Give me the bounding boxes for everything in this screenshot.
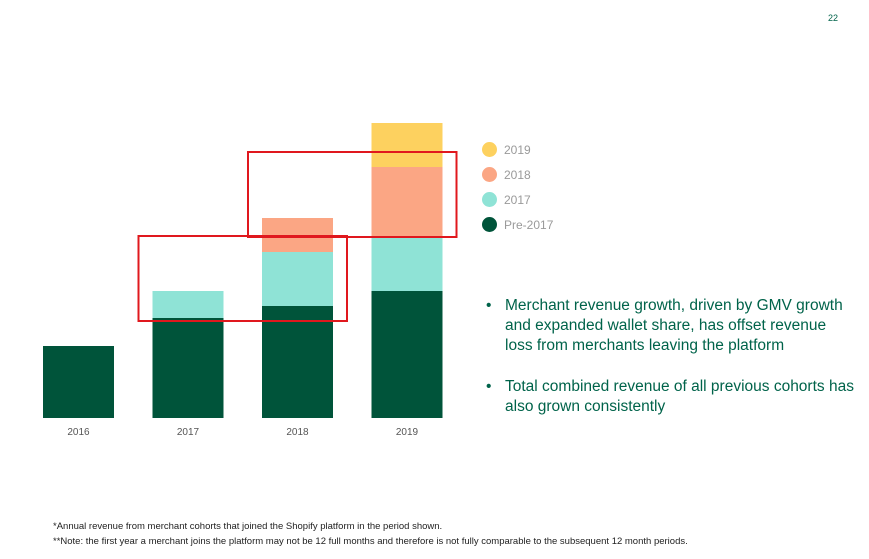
bar-2017-pre-2017 bbox=[152, 318, 224, 418]
footnote-annual-revenue: *Annual revenue from merchant cohorts th… bbox=[53, 521, 443, 532]
chart-legend: 2019 2018 2017 Pre-2017 bbox=[482, 137, 553, 237]
bar-2018-pre-2017 bbox=[262, 306, 333, 418]
bar-2019-pre-2017 bbox=[371, 291, 443, 418]
bar-2018-2017 bbox=[262, 252, 333, 306]
page-number: 22 bbox=[827, 13, 838, 23]
bar-2019-2018 bbox=[371, 167, 443, 238]
x-tick-label-2016: 2016 bbox=[67, 427, 90, 438]
key-points-list: Merchant revenue growth, driven by GMV g… bbox=[484, 296, 856, 438]
bar-2016-pre-2017 bbox=[43, 346, 114, 418]
footnotes: *Annual revenue from merchant cohorts th… bbox=[53, 519, 688, 549]
legend-item-2019: 2019 bbox=[482, 137, 553, 162]
legend-dot-pre-2017 bbox=[482, 217, 497, 232]
key-point-merchant-growth: Merchant revenue growth, driven by GMV g… bbox=[484, 296, 856, 356]
legend-dot-2019 bbox=[482, 142, 497, 157]
legend-label-2018: 2018 bbox=[504, 167, 531, 182]
legend-label-2017: 2017 bbox=[504, 192, 531, 207]
key-point-combined-revenue: Total combined revenue of all previous c… bbox=[484, 377, 856, 417]
x-tick-label-2017: 2017 bbox=[177, 427, 200, 438]
legend-item-pre-2017: Pre-2017 bbox=[482, 212, 553, 237]
footnote-first-year: **Note: the first year a merchant joins … bbox=[53, 536, 688, 547]
bar-2017-2017 bbox=[152, 291, 224, 318]
x-tick-label-2019: 2019 bbox=[396, 427, 419, 438]
bar-2019-2017 bbox=[371, 238, 443, 291]
legend-label-2019: 2019 bbox=[504, 142, 531, 157]
legend-item-2018: 2018 bbox=[482, 162, 553, 187]
highlight-box-1 bbox=[137, 235, 348, 322]
legend-dot-2017 bbox=[482, 192, 497, 207]
legend-label-pre-2017: Pre-2017 bbox=[504, 217, 554, 232]
bar-2019-2019 bbox=[371, 123, 443, 167]
legend-dot-2018 bbox=[482, 167, 497, 182]
legend-item-2017: 2017 bbox=[482, 187, 553, 212]
highlight-box-2 bbox=[247, 151, 458, 238]
x-tick-label-2018: 2018 bbox=[286, 427, 309, 438]
